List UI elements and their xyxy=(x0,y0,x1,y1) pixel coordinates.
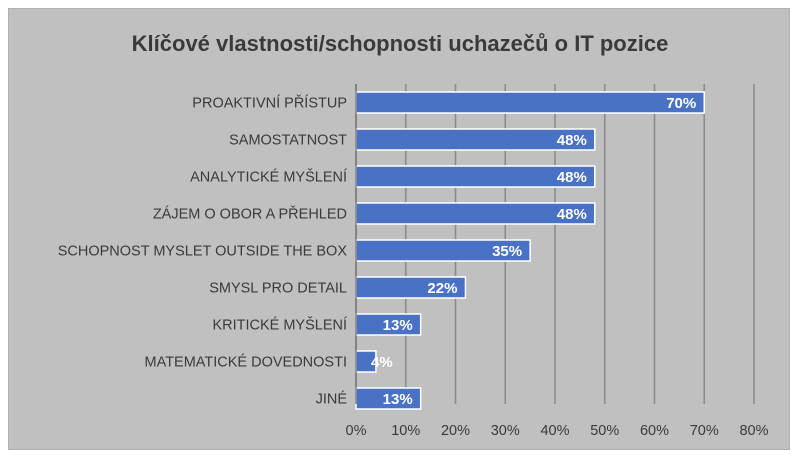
data-label: 13% xyxy=(383,317,413,334)
bar-chart: 0% 10% 20% 30% 40% 50% 60% 70% 80% PROAKTIVNÍ PŘÍ… xyxy=(58,84,769,439)
data-label: 48% xyxy=(557,206,587,223)
x-tick-label: 40% xyxy=(540,423,569,439)
data-label: 48% xyxy=(557,169,587,186)
x-tick-label: 60% xyxy=(640,423,669,439)
chart-title: Klíčové vlastnosti/schopnosti uchazečů o… xyxy=(131,31,669,56)
data-label: 13% xyxy=(383,391,413,408)
category-label: SAMOSTATNOST xyxy=(229,133,347,149)
x-tick-label: 0% xyxy=(346,423,367,439)
category-label: SCHOPNOST MYSLET OUTSIDE THE BOX xyxy=(58,244,348,260)
data-label: 4% xyxy=(371,354,393,371)
data-label: 22% xyxy=(427,280,457,297)
category-label: ANALYTICKÉ MYŠLENÍ xyxy=(190,169,347,186)
category-label: ZÁJEM O OBOR A PŘEHLED xyxy=(153,206,347,223)
data-label: 48% xyxy=(557,132,587,149)
category-label: JINÉ xyxy=(316,391,348,408)
category-label: SMYSL PRO DETAIL xyxy=(209,281,347,297)
data-label: 70% xyxy=(666,95,696,112)
category-label: PROAKTIVNÍ PŘÍSTUP xyxy=(192,95,347,112)
chart-panel: Klíčové vlastnosti/schopnosti uchazečů o… xyxy=(8,8,790,450)
x-tick-label: 30% xyxy=(491,423,520,439)
x-tick-label: 50% xyxy=(590,423,619,439)
category-label: KRITICKÉ MYŠLENÍ xyxy=(212,317,347,334)
x-tick-label: 70% xyxy=(690,423,719,439)
x-tick-label: 80% xyxy=(739,423,768,439)
x-tick-label: 20% xyxy=(441,423,470,439)
bar xyxy=(355,91,705,114)
x-tick-label: 10% xyxy=(391,423,420,439)
category-label: MATEMATICKÉ DOVEDNOSTI xyxy=(145,354,347,371)
data-label: 35% xyxy=(492,243,522,260)
